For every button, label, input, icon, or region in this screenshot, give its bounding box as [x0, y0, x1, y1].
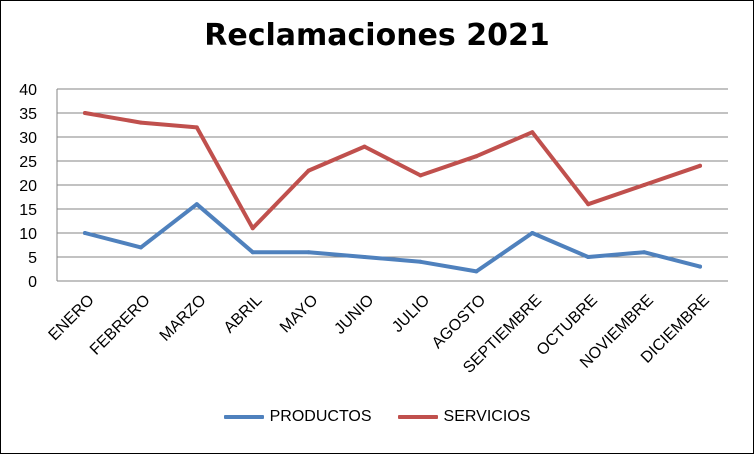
data-point: [194, 125, 199, 130]
data-point: [194, 202, 199, 207]
x-tick-label: JULIO: [389, 292, 433, 336]
x-tick-label: AGOSTO: [429, 292, 489, 352]
y-tick-label: 0: [28, 274, 37, 291]
data-point: [530, 130, 535, 135]
y-tick-label: 25: [19, 154, 37, 171]
data-point: [362, 144, 367, 149]
series-line-servicios: [83, 111, 702, 231]
data-point: [82, 231, 87, 235]
legend-item-productos: PRODUCTOS: [223, 408, 372, 426]
y-tick-label: 30: [19, 130, 37, 147]
chart-title: Reclamaciones 2021: [204, 18, 550, 53]
y-tick-label: 15: [19, 202, 37, 219]
y-tick-label: 10: [19, 226, 37, 243]
y-tick-label: 35: [19, 106, 37, 123]
y-tick-label: 40: [19, 82, 37, 99]
data-point: [306, 250, 311, 255]
data-point: [362, 255, 367, 259]
series-line-productos: [83, 202, 702, 274]
data-point: [698, 163, 703, 168]
x-tick-label: MARZO: [157, 292, 210, 345]
data-point: [586, 255, 591, 259]
data-point: [474, 269, 479, 274]
legend-item-servicios: SERVICIOS: [397, 408, 531, 426]
x-tick-label: ENERO: [46, 292, 98, 344]
y-tick-label: 5: [28, 250, 37, 267]
y-tick-label: 20: [19, 178, 37, 195]
x-tick-label: ABRIL: [221, 292, 266, 337]
x-tick-label: JUNIO: [331, 292, 377, 338]
legend: PRODUCTOS SERVICIOS: [0, 408, 754, 426]
data-point: [250, 250, 255, 255]
data-point: [250, 226, 255, 231]
data-point: [138, 120, 143, 125]
data-point: [698, 264, 703, 269]
data-point: [306, 168, 311, 173]
legend-swatch: [223, 415, 264, 419]
x-tick-label: MAYO: [277, 292, 322, 337]
data-point: [418, 259, 423, 264]
legend-label: PRODUCTOS: [269, 408, 372, 425]
data-point: [642, 250, 647, 255]
data-point: [418, 173, 423, 178]
data-point: [642, 183, 647, 187]
data-point: [586, 202, 591, 207]
data-point: [530, 231, 535, 235]
x-tick-label: FEBRERO: [87, 292, 154, 359]
legend-swatch: [397, 415, 438, 419]
data-point: [474, 154, 479, 159]
data-point: [138, 245, 143, 250]
legend-label: SERVICIOS: [443, 408, 531, 425]
data-point: [82, 111, 87, 115]
